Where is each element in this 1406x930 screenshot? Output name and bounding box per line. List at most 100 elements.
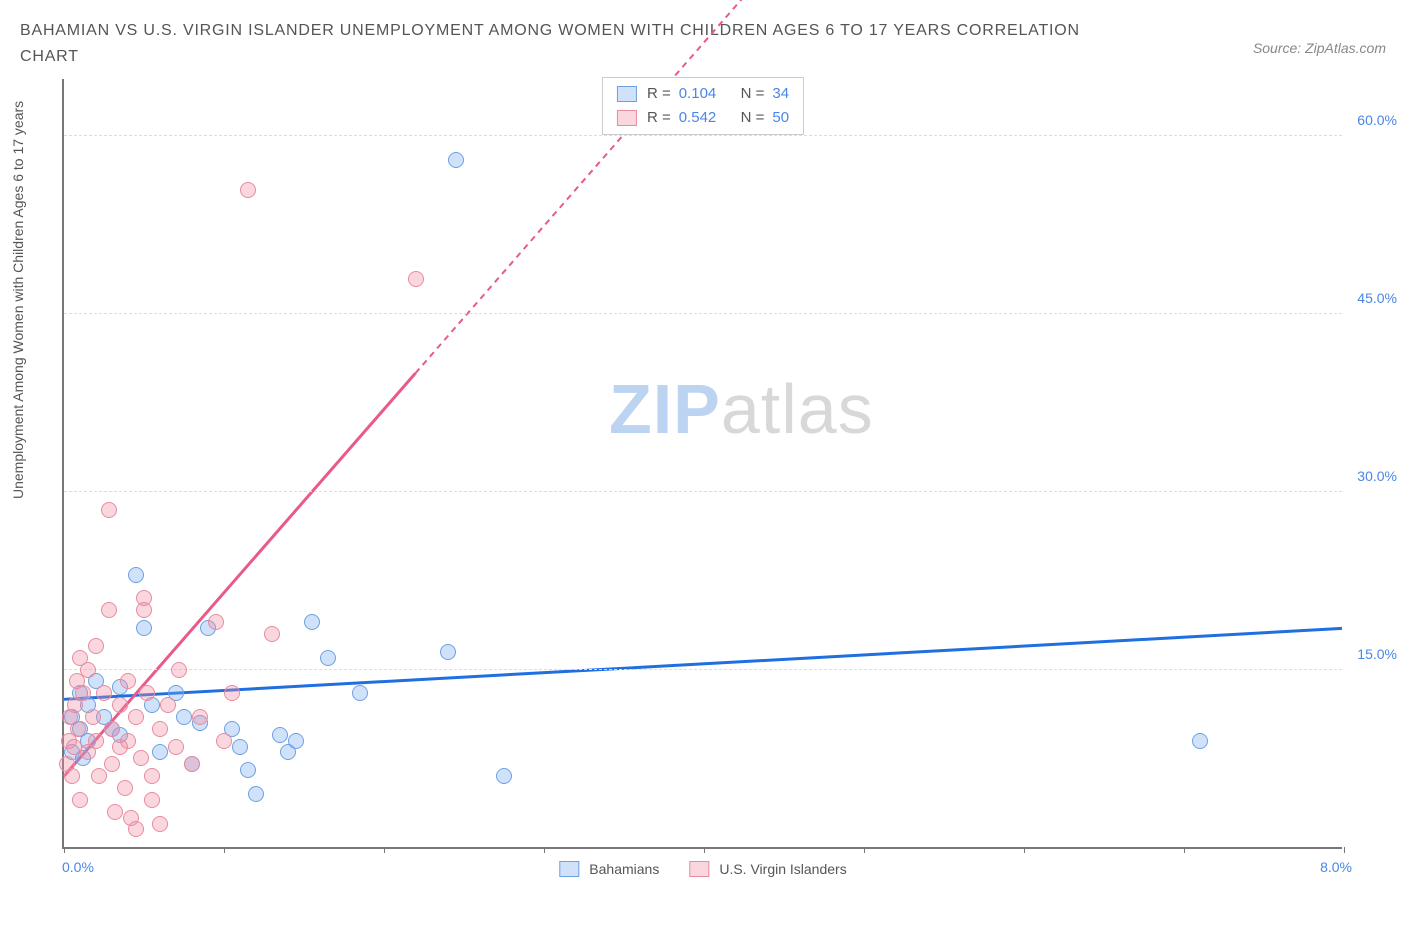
data-point — [117, 780, 133, 796]
data-point — [120, 673, 136, 689]
source-attribution: Source: ZipAtlas.com — [1253, 40, 1386, 56]
data-point — [224, 685, 240, 701]
x-tick-mark — [224, 847, 225, 853]
data-point — [448, 152, 464, 168]
x-tick-mark — [1344, 847, 1345, 853]
data-point — [1192, 733, 1208, 749]
data-point — [144, 792, 160, 808]
data-point — [352, 685, 368, 701]
data-point — [88, 638, 104, 654]
r-value-usvi: 0.542 — [679, 106, 717, 130]
x-tick-mark — [384, 847, 385, 853]
chart-header: BAHAMIAN VS U.S. VIRGIN ISLANDER UNEMPLO… — [20, 18, 1386, 69]
data-point — [85, 709, 101, 725]
legend-item-usvi: U.S. Virgin Islanders — [689, 861, 846, 877]
chart-title: BAHAMIAN VS U.S. VIRGIN ISLANDER UNEMPLO… — [20, 18, 1120, 69]
r-value-bahamians: 0.104 — [679, 82, 717, 106]
data-point — [80, 662, 96, 678]
data-point — [176, 709, 192, 725]
data-point — [160, 697, 176, 713]
data-point — [91, 768, 107, 784]
data-point — [107, 804, 123, 820]
scatter-chart: Unemployment Among Women with Children A… — [20, 79, 1386, 909]
data-point — [320, 650, 336, 666]
data-point — [136, 620, 152, 636]
y-tick-label: 60.0% — [1357, 112, 1397, 128]
x-tick-mark — [1024, 847, 1025, 853]
data-point — [133, 750, 149, 766]
data-point — [96, 685, 112, 701]
x-axis-end-label: 8.0% — [1320, 859, 1352, 875]
data-point — [288, 733, 304, 749]
data-point — [75, 685, 91, 701]
swatch-usvi-icon — [689, 861, 709, 877]
data-point — [70, 721, 86, 737]
gridline — [64, 491, 1342, 492]
data-point — [216, 733, 232, 749]
legend-item-bahamians: Bahamians — [559, 861, 659, 877]
x-axis-start-label: 0.0% — [62, 859, 94, 875]
legend-stats: R = 0.104 N = 34 R = 0.542 N = 50 — [602, 77, 804, 135]
data-point — [104, 721, 120, 737]
data-point — [144, 768, 160, 784]
legend-stats-row-bahamians: R = 0.104 N = 34 — [617, 82, 789, 106]
data-point — [152, 816, 168, 832]
data-point — [136, 602, 152, 618]
gridline — [64, 669, 1342, 670]
data-point — [88, 733, 104, 749]
data-point — [171, 662, 187, 678]
data-point — [240, 182, 256, 198]
x-tick-mark — [1184, 847, 1185, 853]
data-point — [184, 756, 200, 772]
data-point — [304, 614, 320, 630]
data-point — [272, 727, 288, 743]
x-tick-mark — [64, 847, 65, 853]
data-point — [104, 756, 120, 772]
n-prefix: N = — [741, 82, 765, 106]
gridline — [64, 135, 1342, 136]
swatch-bahamians-icon — [617, 86, 637, 102]
swatch-usvi-icon — [617, 110, 637, 126]
data-point — [120, 733, 136, 749]
data-point — [440, 644, 456, 660]
legend-series: Bahamians U.S. Virgin Islanders — [559, 861, 846, 877]
data-point — [496, 768, 512, 784]
data-point — [152, 744, 168, 760]
series-label-bahamians: Bahamians — [589, 861, 659, 877]
data-point — [232, 739, 248, 755]
x-tick-mark — [544, 847, 545, 853]
plot-area: ZIPatlas R = 0.104 N = 34 R = 0.542 N = … — [62, 79, 1342, 849]
data-point — [152, 721, 168, 737]
data-point — [128, 567, 144, 583]
data-point — [264, 626, 280, 642]
y-axis-label: Unemployment Among Women with Children A… — [10, 101, 26, 499]
r-prefix: R = — [647, 106, 671, 130]
data-point — [128, 821, 144, 837]
data-point — [192, 709, 208, 725]
trend-lines — [64, 79, 1342, 847]
data-point — [64, 768, 80, 784]
x-tick-mark — [864, 847, 865, 853]
data-point — [248, 786, 264, 802]
n-prefix: N = — [741, 106, 765, 130]
data-point — [408, 271, 424, 287]
swatch-bahamians-icon — [559, 861, 579, 877]
legend-stats-row-usvi: R = 0.542 N = 50 — [617, 106, 789, 130]
n-value-bahamians: 34 — [772, 82, 789, 106]
n-value-usvi: 50 — [772, 106, 789, 130]
y-tick-label: 15.0% — [1357, 646, 1397, 662]
data-point — [101, 602, 117, 618]
data-point — [128, 709, 144, 725]
x-tick-mark — [704, 847, 705, 853]
r-prefix: R = — [647, 82, 671, 106]
gridline — [64, 313, 1342, 314]
data-point — [240, 762, 256, 778]
data-point — [112, 697, 128, 713]
data-point — [208, 614, 224, 630]
y-tick-label: 30.0% — [1357, 468, 1397, 484]
y-tick-label: 45.0% — [1357, 290, 1397, 306]
data-point — [139, 685, 155, 701]
data-point — [168, 739, 184, 755]
data-point — [101, 502, 117, 518]
data-point — [72, 792, 88, 808]
